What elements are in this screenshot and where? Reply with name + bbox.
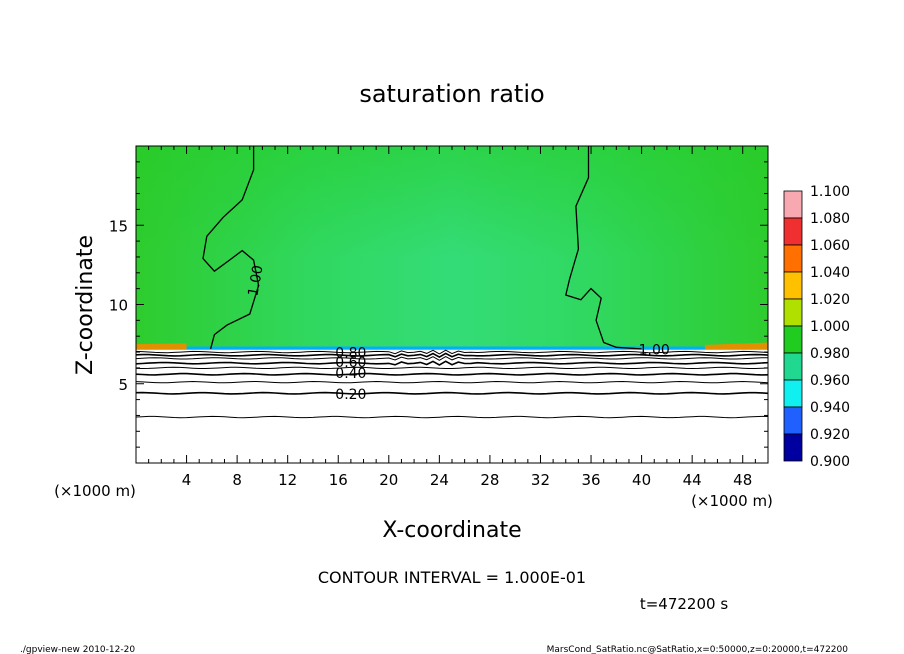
color-bar-segment <box>783 379 803 408</box>
contour-line-0.6 <box>136 360 768 366</box>
contour-line-0.1 <box>136 415 768 419</box>
color-bar-segment <box>783 190 803 219</box>
x-tick-label: 24 <box>430 471 449 489</box>
x-tick-label: 40 <box>632 471 651 489</box>
x-tick-label: 44 <box>683 471 702 489</box>
y-tick-label: 10 <box>109 297 128 315</box>
x-tick-label: 32 <box>531 471 550 489</box>
y-tick-label: 5 <box>118 376 128 394</box>
color-bar-segment <box>783 244 803 273</box>
contour-label: 0.60 <box>335 355 366 371</box>
contour-label: 0.20 <box>335 387 366 403</box>
contour-line-0.5 <box>136 366 768 370</box>
color-bar-segment <box>783 298 803 327</box>
color-bar-segment <box>783 433 803 462</box>
x-tick-label: 8 <box>232 471 242 489</box>
chart-title: saturation ratio <box>359 80 544 108</box>
color-bar-label: 1.020 <box>810 292 850 308</box>
saturated-field-shade <box>136 146 768 350</box>
contour-interval-text: CONTOUR INTERVAL = 1.000E-01 <box>318 568 586 587</box>
x-axis-unit: (×1000 m) <box>691 492 773 510</box>
x-tick-label: 20 <box>379 471 398 489</box>
color-bar: 1.100 1.080 1.060 1.040 1.020 1.000 0.980 0.960… <box>783 184 850 470</box>
x-tick-label: 12 <box>278 471 297 489</box>
color-bar-label: 0.920 <box>810 427 850 443</box>
color-bar-label: 1.080 <box>810 211 850 227</box>
y-axis-title: Z-coordinate <box>73 235 98 375</box>
color-bar-label: 1.000 <box>810 319 850 335</box>
boundary-band-middle <box>186 346 705 350</box>
x-tick-label: 36 <box>581 471 600 489</box>
color-bar-label: 0.980 <box>810 346 850 362</box>
x-tick-label: 48 <box>733 471 752 489</box>
color-bar-label: 1.060 <box>810 238 850 254</box>
color-bar-label: 0.940 <box>810 400 850 416</box>
color-bar-segment <box>783 325 803 354</box>
color-bar-segment <box>783 406 803 435</box>
color-bar-label: 0.900 <box>810 454 850 470</box>
color-bar-segment <box>783 217 803 246</box>
footer-left: ./gpview-new 2010-12-20 <box>20 645 135 654</box>
contour-line-1.00-1 <box>202 146 260 350</box>
contour-label: 0.40 <box>335 366 366 382</box>
x-tick-label: 28 <box>480 471 499 489</box>
color-bar-segment <box>783 271 803 300</box>
contour-label: 0.80 <box>335 346 366 362</box>
y-axis-unit: (×1000 m) <box>54 482 136 500</box>
color-bar-segment <box>783 352 803 381</box>
y-tick-label: 15 <box>109 217 128 235</box>
x-tick-label: 4 <box>182 471 192 489</box>
contour-line-0.8 <box>136 352 768 359</box>
footer-right: MarsCond_SatRatio.nc@SatRatio,x=0:50000,… <box>547 645 849 654</box>
x-tick-label: 16 <box>329 471 348 489</box>
plot-area: 1.00 1.00 0.800.600.40 0.20 <box>136 146 768 463</box>
boundary-band-right <box>704 342 768 350</box>
color-bar-label: 1.100 <box>810 184 850 200</box>
contour-line-0.3 <box>136 380 768 384</box>
time-text: t=472200 s <box>640 595 728 613</box>
contour-line-1.00-2 <box>565 146 642 350</box>
contour-line-0.4 <box>136 372 768 376</box>
contour-line-0.9 <box>136 349 768 355</box>
x-axis-title: X-coordinate <box>382 518 521 543</box>
contour-label: 1.00 <box>245 264 266 297</box>
color-bar-label: 1.040 <box>810 265 850 281</box>
contour-line-0.2 <box>136 391 768 395</box>
contour-line-0.7 <box>136 356 768 361</box>
color-bar-label: 0.960 <box>810 373 850 389</box>
contour-label: 1.00 <box>639 342 670 358</box>
boundary-band-left <box>136 343 187 350</box>
